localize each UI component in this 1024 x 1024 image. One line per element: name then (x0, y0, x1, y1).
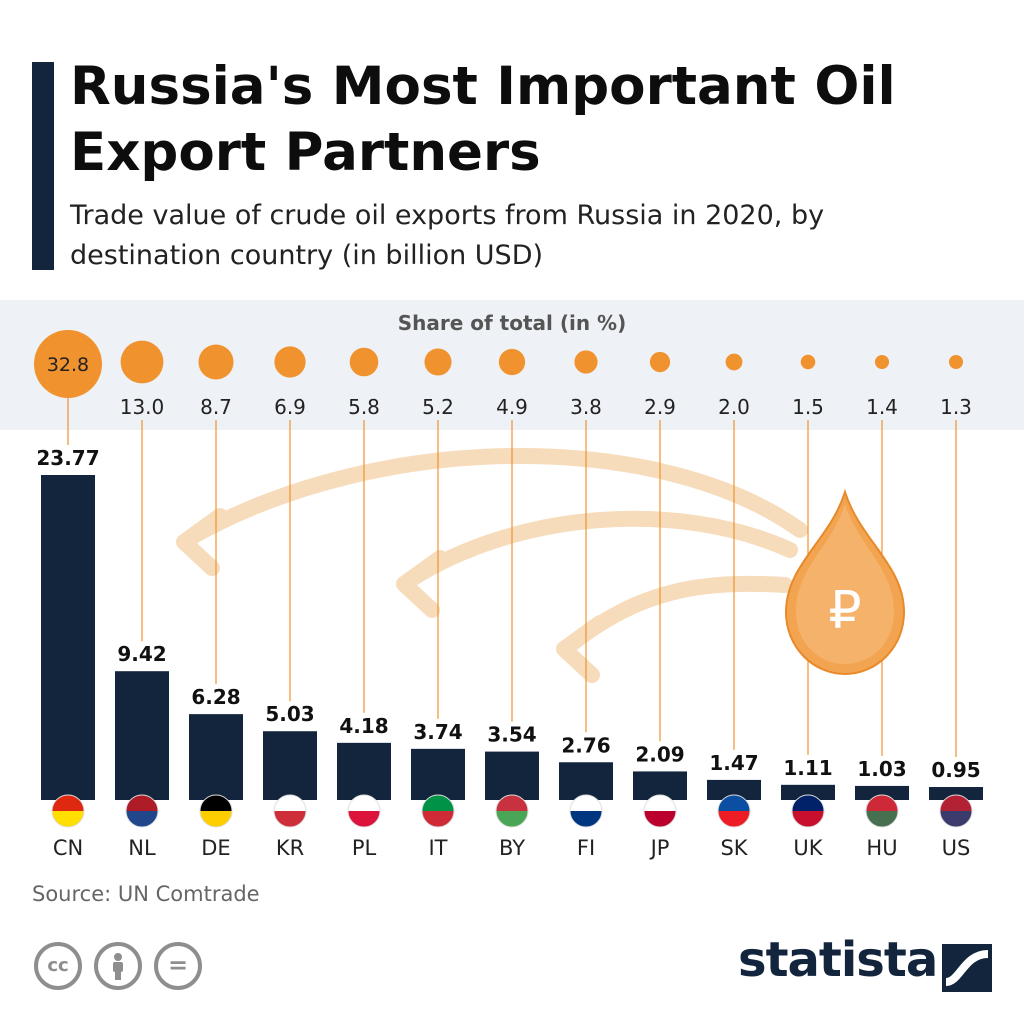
share-label: Share of total (in %) (398, 311, 627, 335)
category-label: US (942, 836, 971, 860)
share-bubble (874, 354, 890, 370)
export-arrows (176, 448, 808, 683)
category-label: UK (793, 836, 823, 860)
category-label: SK (720, 836, 748, 860)
value-label: 3.74 (413, 720, 462, 744)
flag-us-icon (940, 795, 972, 827)
category-label: JP (649, 836, 670, 860)
bar (411, 748, 465, 800)
share-label-value: 13.0 (120, 395, 165, 419)
share-bubble (949, 355, 963, 369)
flag-jp-icon (644, 795, 676, 827)
statista-logo: statista (738, 932, 938, 988)
category-label: FI (577, 836, 595, 860)
share-bubble (349, 347, 379, 377)
category-label: BY (499, 836, 525, 860)
category-label: PL (352, 836, 377, 860)
share-label-value: 2.9 (644, 395, 676, 419)
share-label-value: 5.2 (422, 395, 454, 419)
share-label-value: 3.8 (570, 395, 602, 419)
share-bubble (725, 353, 743, 371)
export-arrow-head (176, 508, 228, 576)
value-label: 1.11 (783, 756, 832, 780)
share-label-value: 6.9 (274, 395, 306, 419)
flag-fi-icon (570, 795, 602, 827)
bar (115, 671, 169, 800)
share-bubble (574, 350, 598, 374)
bar (707, 779, 761, 800)
value-label: 0.95 (931, 758, 980, 782)
share-label-value: 32.8 (47, 354, 89, 376)
bar (485, 751, 539, 800)
share-bubble (120, 340, 164, 384)
share-label-value: 5.8 (348, 395, 380, 419)
share-label-value: 8.7 (200, 395, 232, 419)
bar (559, 762, 613, 800)
bar (263, 731, 317, 800)
bar (781, 784, 835, 800)
category-label: IT (428, 836, 447, 860)
flag-by-icon (496, 795, 528, 827)
bar (855, 785, 909, 800)
flag-nl-icon (126, 795, 158, 827)
export-arrow-head (556, 615, 608, 683)
value-label: 4.18 (339, 714, 388, 738)
cc-icon: cc (34, 942, 82, 990)
flag-uk-icon (792, 795, 824, 827)
bar (189, 714, 243, 800)
share-label-value: 1.4 (866, 395, 898, 419)
share-bubble (198, 344, 234, 380)
export-arrow (182, 448, 808, 546)
category-label: HU (866, 836, 897, 860)
flag-sk-icon (718, 795, 750, 827)
flag-pl-icon (348, 795, 380, 827)
bar (929, 787, 983, 800)
bar (41, 475, 95, 800)
chart-subtitle: Trade value of crude oil exports from Ru… (70, 200, 825, 271)
nd-icon: = (154, 942, 202, 990)
value-label: 2.76 (561, 733, 610, 757)
statista-logo-mark-icon (942, 944, 992, 992)
ruble-oil-drop-icon: ₽ (784, 488, 906, 676)
category-label: CN (53, 836, 83, 860)
by-icon (94, 942, 142, 990)
export-arrow (562, 575, 793, 653)
share-bubble (498, 348, 526, 376)
bar (337, 742, 391, 800)
value-label: 6.28 (191, 685, 240, 709)
share-bubble (800, 354, 816, 370)
ruble-symbol: ₽ (828, 581, 861, 641)
chart-title: Russia's Most Important Oil Export Partn… (70, 56, 896, 183)
share-bubble (649, 351, 671, 373)
share-label-value: 1.5 (792, 395, 824, 419)
export-arrow (402, 510, 798, 588)
share-label-value: 1.3 (940, 395, 972, 419)
value-label: 2.09 (635, 742, 684, 766)
share-bubble (34, 330, 102, 398)
value-label: 3.54 (487, 723, 536, 747)
value-label: 23.77 (36, 446, 99, 470)
export-arrow-head (396, 550, 448, 618)
value-label: 9.42 (117, 642, 166, 666)
flag-kr-icon (274, 795, 306, 827)
flag-cn-icon (52, 795, 84, 827)
value-label: 5.03 (265, 702, 314, 726)
title-accent-bar (32, 62, 54, 270)
source-note: Source: UN Comtrade (32, 882, 260, 906)
flag-de-icon (200, 795, 232, 827)
value-label: 1.47 (709, 751, 758, 775)
share-label-value: 2.0 (718, 395, 750, 419)
flag-hu-icon (866, 795, 898, 827)
category-label: NL (128, 836, 156, 860)
category-label: KR (276, 836, 304, 860)
value-label: 1.03 (857, 757, 906, 781)
share-bubble (274, 346, 306, 378)
flag-it-icon (422, 795, 454, 827)
category-label: DE (201, 836, 230, 860)
share-label-value: 4.9 (496, 395, 528, 419)
share-bubble (424, 348, 452, 376)
